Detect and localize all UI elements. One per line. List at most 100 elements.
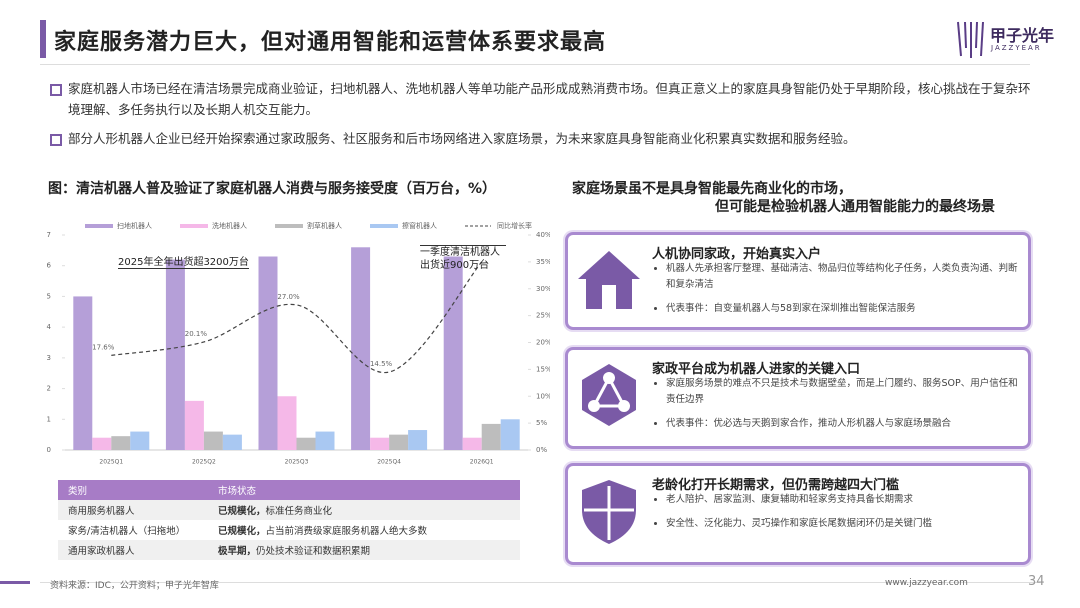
network-icon (582, 364, 636, 426)
card-title: 人机协同家政，开始真实入户 (652, 247, 822, 262)
x-tick-label: 2025Q1 (99, 459, 123, 466)
y2-tick-label: 20% (536, 339, 550, 347)
bar (462, 437, 482, 450)
bar (389, 434, 409, 450)
card-title: 老龄化打开长期需求，但仍需跨越四大门槛 (652, 478, 900, 493)
table-header: 市场状态 (208, 480, 520, 500)
y2-tick-label: 40% (536, 231, 550, 239)
card-point: 机器人先承担客厅整理、基础清洁、物品归位等结构化子任务，人类负责沟通、判断和复杂… (666, 261, 1022, 293)
bar (481, 423, 501, 450)
bar (73, 296, 93, 450)
legend-swatch (370, 224, 398, 228)
logo-en: JAZZYEAR (991, 44, 1042, 52)
data-label: 14.5% (370, 360, 393, 368)
url: www.jazzyear.com (885, 578, 968, 588)
insight-title: 但可能是检验机器人通用智能能力的最终场景 (715, 199, 995, 215)
table-header: 类别 (58, 480, 208, 500)
x-tick-label: 2025Q4 (377, 459, 401, 466)
x-tick-label: 2025Q3 (285, 459, 309, 466)
bar (203, 431, 223, 450)
bar (258, 256, 278, 450)
title-bar (40, 20, 46, 58)
cell: 占当前消费级家庭服务机器人绝大多数 (265, 526, 428, 537)
y-tick-label: 3 (47, 354, 51, 362)
cell: 标准任务商业化 (265, 506, 333, 517)
y2-tick-label: 0% (536, 446, 547, 454)
y2-tick-label: 35% (536, 258, 550, 266)
card: 家政平台成为机器人进家的关键入口 家庭服务场景的难点不只是技术与数据壁垒，而是上… (565, 347, 1031, 449)
cell: 仍处技术验证和数据积累期 (256, 546, 371, 557)
legend-label: 洗地机器人 (212, 222, 247, 230)
bar (222, 434, 242, 450)
legend-swatch (180, 224, 208, 228)
y2-tick-label: 25% (536, 312, 550, 320)
house-icon (578, 251, 640, 309)
chart: 0 1 2 3 4 5 6 7 0% 5% 10% 15% 20% 25% 30% 35% 40% 扫地机器人 洗地… (47, 222, 550, 466)
slide-title: 家庭服务潜力巨大，但对通用智能和运营体系要求最高 (54, 30, 607, 55)
y2-tick-label: 15% (536, 365, 550, 373)
cell: 家务/清洁机器人（扫拖地） (68, 526, 186, 537)
logo-icon (957, 21, 984, 58)
bar (92, 437, 112, 450)
bar (184, 400, 204, 450)
footer-bar (0, 581, 30, 584)
card: 老龄化打开长期需求，但仍需跨越四大门槛 老人陪护、居家监测、康复辅助和轻家务支持… (565, 463, 1031, 565)
legend-label: 同比增长率 (497, 222, 532, 230)
bar (111, 436, 131, 450)
data-label: 27.0% (277, 293, 300, 301)
bar (370, 437, 390, 450)
y-tick-label: 1 (47, 415, 51, 423)
cell-lead: 已规模化， (218, 526, 266, 537)
bar (315, 431, 335, 450)
y-tick-label: 0 (47, 446, 51, 454)
bar (408, 430, 428, 450)
table: 类别 市场状态 商用服务机器人 已规模化，标准任务商业化 家务/清洁机器人（扫拖地）… (58, 480, 520, 560)
card-title: 家政平台成为机器人进家的关键入口 (652, 362, 861, 377)
y-tick-label: 5 (47, 292, 51, 300)
bar (165, 259, 185, 450)
logo-text: 甲子光年 (990, 26, 1055, 45)
legend-label: 扫地机器人 (117, 222, 152, 230)
bullet: 家庭机器人市场已经在清洁场景完成商业验证，扫地机器人、洗地机器人等单功能产品形成… (48, 78, 1038, 120)
y-tick-label: 7 (47, 231, 51, 239)
x-tick-label: 2026Q1 (470, 459, 494, 466)
source: 资料来源：IDC，公开资料；甲子光年智库 (50, 581, 219, 591)
y2-tick-label: 30% (536, 285, 550, 293)
legend-label: 擦窗机器人 (402, 222, 437, 230)
card-point: 代表事件：自变量机器人与58到家在深圳推出智能保洁服务 (666, 301, 1022, 317)
cell: 通用家政机器人 (58, 540, 208, 560)
chart-title: 图：清洁机器人普及验证了家庭机器人消费与服务接受度（百万台，%） (48, 181, 497, 197)
y-tick-label: 6 (47, 262, 52, 270)
card-point: 家庭服务场景的难点不只是技术与数据壁垒，而是上门履约、服务SOP、用户信任和责任… (666, 376, 1022, 408)
card-point: 安全性、泛化能力、灵巧操作和家庭长尾数据闭环仍是关键门槛 (666, 516, 1022, 532)
bar (277, 396, 297, 450)
y2-tick-label: 10% (536, 392, 550, 400)
divider (40, 64, 1030, 65)
page-number: 34 (1028, 574, 1045, 589)
shield-icon (582, 480, 636, 544)
x-tick-label: 2025Q2 (192, 459, 216, 466)
annotation: 一季度清洁机器人出货近900万台 (420, 245, 506, 272)
bar (500, 419, 520, 450)
cell-lead: 已规模化， (218, 506, 266, 517)
bar (130, 431, 150, 450)
growth-line (111, 261, 483, 373)
bar (351, 247, 371, 450)
bullet: 部分人形机器人企业已经开始探索通过家政服务、社区服务和后市场网络进入家庭场景，为… (48, 128, 1038, 149)
cell-lead: 极早期， (218, 546, 257, 557)
y-tick-label: 2 (47, 385, 51, 393)
legend-swatch (85, 224, 113, 228)
bar (443, 256, 463, 450)
cell: 商用服务机器人 (58, 500, 208, 520)
card: 人机协同家政，开始真实入户 机器人先承担客厅整理、基础清洁、物品归位等结构化子任… (565, 232, 1031, 330)
legend-swatch (275, 224, 303, 228)
legend-label: 割草机器人 (307, 222, 342, 230)
y2-tick-label: 5% (536, 419, 547, 427)
data-label: 17.6% (92, 343, 115, 351)
data-label: 20.1% (185, 330, 208, 338)
y-tick-label: 4 (47, 323, 52, 331)
bar (296, 437, 316, 450)
annotation: 2025年全年出货超3200万台 (118, 253, 249, 269)
card-point: 老人陪护、居家监测、康复辅助和轻家务支持具备长期需求 (666, 492, 1022, 508)
insight-title: 家庭场景虽不是具身智能最先商业化的市场， (572, 181, 852, 197)
